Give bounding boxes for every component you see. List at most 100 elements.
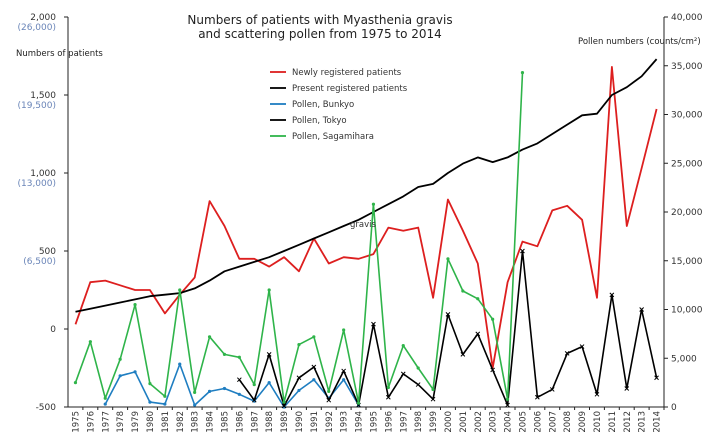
data-point-pollen-tokyo: [311, 364, 317, 370]
data-point-pollen-sagamihara: [416, 366, 420, 370]
data-point-pollen-sagamihara: [207, 335, 212, 339]
x-tick-label: 1994: [355, 411, 365, 433]
data-point-pollen-tokyo: [266, 351, 272, 357]
x-tick-label: 1983: [191, 411, 201, 433]
data-point-pollen-sagamihara: [342, 328, 346, 332]
x-tick-label: 2006: [533, 411, 543, 433]
x-tick-label: 1980: [146, 411, 156, 433]
x-tick-label: 2013: [638, 411, 648, 433]
y-axis-left-label: Numbers of patients: [16, 49, 103, 59]
x-tick-label: 1981: [161, 411, 171, 433]
data-point-pollen-sagamihara: [267, 288, 271, 292]
x-tick-label: 2014: [653, 411, 663, 433]
series-line-pollen-bunkyo: [104, 363, 360, 408]
data-point-pollen-tokyo: [549, 387, 555, 392]
data-point-pollen-bunkyo: [118, 374, 122, 378]
y-right-tick-label: 0: [671, 403, 677, 413]
x-tick-label: 1985: [220, 411, 230, 433]
data-point-pollen-tokyo: [400, 371, 406, 377]
x-tick-label: 1977: [101, 411, 111, 433]
data-point-pollen-tokyo: [281, 403, 287, 409]
x-tick-label: 1984: [206, 411, 216, 433]
series-lines: [73, 58, 659, 409]
y-left-secondary-tick-label: (6,500): [23, 257, 56, 267]
data-point-pollen-sagamihara: [222, 352, 227, 356]
y-left-tick-label: 1,500: [30, 91, 56, 101]
x-tick-label: 1997: [399, 411, 409, 433]
data-point-pollen-sagamihara: [476, 297, 480, 301]
y-left-tick-label: 0: [50, 325, 56, 335]
x-tick-label: 1987: [250, 411, 260, 433]
data-point-pollen-tokyo: [564, 351, 570, 356]
data-point-pollen-tokyo: [609, 292, 615, 298]
data-point-pollen-bunkyo: [163, 402, 167, 406]
legend-label: Newly registered patients: [292, 68, 402, 78]
series-line-present-registered-patients: [75, 58, 658, 313]
y-axis-right-label: Pollen numbers (counts/cm²): [578, 37, 701, 47]
legend-label: Present registered patients: [292, 84, 408, 94]
data-point-pollen-sagamihara: [312, 335, 316, 339]
data-point-pollen-tokyo: [475, 331, 481, 337]
x-tick-label: 2010: [593, 411, 603, 433]
legend-label: Pollen, Bunkyo: [292, 100, 354, 110]
data-point-pollen-tokyo: [594, 391, 600, 397]
data-point-pollen-bunkyo: [267, 381, 271, 385]
x-tick-label: 2011: [608, 411, 618, 433]
chart-title-line-1: Numbers of patients with Myasthenia grav…: [187, 13, 452, 27]
data-point-pollen-bunkyo: [297, 388, 301, 393]
x-tick-label: 1976: [86, 411, 96, 433]
data-point-pollen-tokyo: [236, 377, 242, 383]
x-tick-label: 1979: [131, 411, 141, 433]
x-tick-label: 1988: [265, 411, 275, 433]
data-point-pollen-tokyo: [639, 307, 645, 312]
legend-label: Pollen, Sagamihara: [292, 132, 374, 142]
data-point-pollen-sagamihara: [327, 389, 331, 393]
data-point-pollen-sagamihara: [103, 396, 107, 400]
data-point-pollen-sagamihara: [371, 202, 376, 206]
y-right-tick-label: 15,000: [671, 257, 703, 267]
y-right-tick-label: 35,000: [671, 62, 703, 72]
data-point-pollen-tokyo: [534, 394, 540, 400]
data-point-pollen-sagamihara: [520, 70, 525, 75]
y-right-tick-label: 10,000: [671, 306, 703, 316]
data-point-pollen-bunkyo: [222, 386, 227, 391]
series-line-newly-registered-patients: [74, 66, 658, 369]
x-tick-label: 1993: [340, 411, 350, 433]
data-point-pollen-tokyo: [579, 344, 585, 349]
x-tick-label: 1989: [280, 411, 290, 433]
data-point-pollen-tokyo: [430, 396, 436, 402]
data-point-pollen-tokyo: [326, 397, 332, 403]
y-right-tick-label: 5,000: [671, 354, 697, 364]
data-point-pollen-bunkyo: [148, 400, 152, 404]
legend: Newly registered patients Present registe…: [270, 68, 408, 142]
legend-label: Pollen, Tokyo: [292, 116, 347, 126]
data-point-pollen-sagamihara: [386, 385, 390, 390]
data-point-pollen-sagamihara: [401, 343, 405, 348]
data-point-pollen-tokyo: [624, 386, 630, 391]
x-tick-label: 2009: [578, 411, 588, 433]
x-tick-label: 2007: [548, 411, 558, 433]
x-tick-label: 2003: [489, 411, 499, 433]
data-point-pollen-sagamihara: [356, 401, 361, 405]
x-tick-label: 2001: [459, 411, 469, 433]
data-point-pollen-sagamihara: [505, 397, 510, 401]
x-tick-label: 1996: [384, 411, 394, 433]
x-tick-label: 2000: [444, 411, 454, 433]
data-point-pollen-sagamihara: [148, 382, 152, 386]
data-point-pollen-bunkyo: [237, 392, 241, 396]
x-tick-label: 1999: [429, 411, 439, 433]
x-tick-label: 2004: [504, 411, 514, 433]
data-point-pollen-tokyo: [296, 375, 302, 381]
data-point-pollen-tokyo: [385, 394, 391, 400]
data-point-pollen-sagamihara: [282, 400, 286, 404]
data-point-pollen-sagamihara: [446, 257, 450, 261]
data-point-pollen-tokyo: [460, 351, 466, 357]
y-right-tick-label: 40,000: [671, 13, 703, 23]
x-tick-label: 1990: [295, 411, 305, 433]
y-left-tick-label: 2,000: [30, 13, 56, 23]
chart-title-line-2: and scattering pollen from 1975 to 2014: [198, 27, 442, 41]
x-tick-label: 1992: [325, 411, 335, 433]
x-tick-label: 1975: [71, 411, 81, 433]
y-right-tick-label: 30,000: [671, 111, 703, 121]
data-point-pollen-sagamihara: [133, 303, 137, 307]
